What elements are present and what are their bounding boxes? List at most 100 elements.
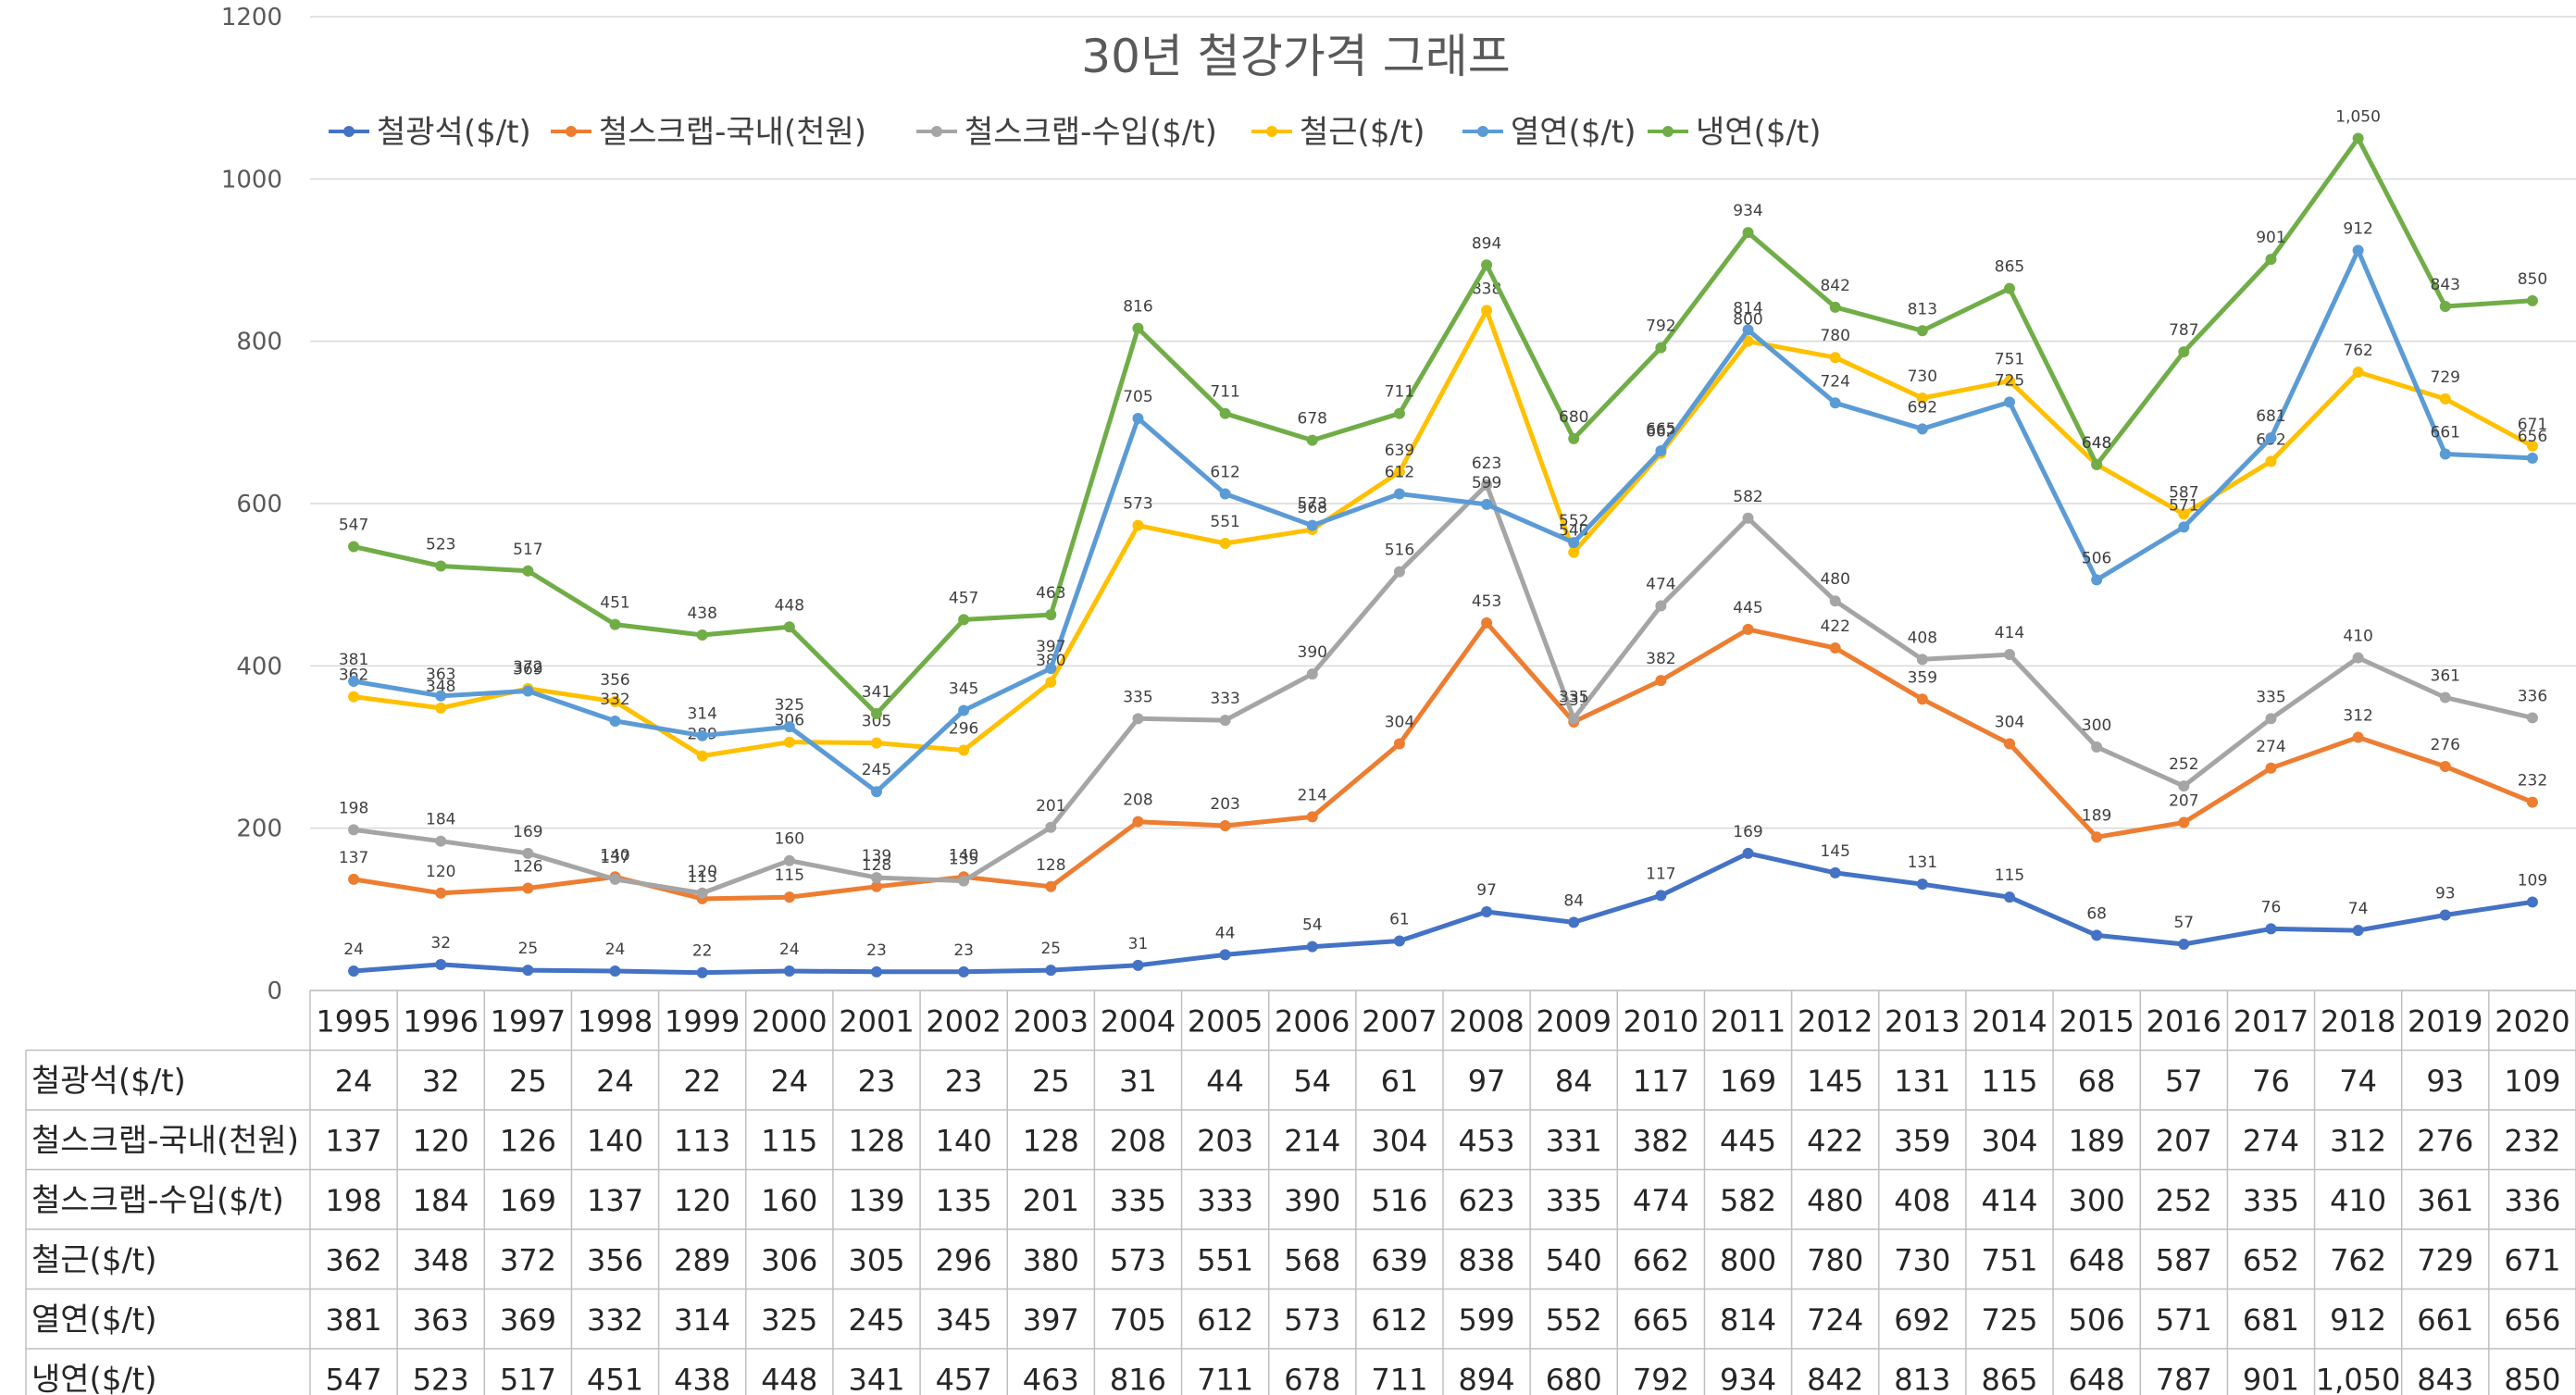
legend-item[interactable]: 철스크랩-국내(천원) xyxy=(551,114,866,151)
data-point xyxy=(2526,796,2538,808)
x-tick-label: 1995 xyxy=(316,1003,391,1039)
data-label: 359 xyxy=(1908,668,1937,687)
x-tick-label: 1998 xyxy=(578,1003,653,1039)
table-cell: 335 xyxy=(1110,1183,1166,1218)
data-label: 332 xyxy=(600,691,629,709)
data-point xyxy=(1568,537,1580,549)
data-label: 97 xyxy=(1476,881,1497,900)
table-cell: 128 xyxy=(1023,1123,1079,1158)
data-label: 93 xyxy=(2435,884,2456,903)
data-point xyxy=(783,736,795,748)
table-cell: 304 xyxy=(1981,1123,2037,1158)
table-cell: 54 xyxy=(1293,1064,1331,1099)
data-label: 894 xyxy=(1472,234,1501,253)
data-point xyxy=(2004,375,2015,387)
data-point xyxy=(1393,488,1405,500)
table-cell: 289 xyxy=(674,1242,730,1277)
table-cell: 838 xyxy=(1459,1242,1515,1277)
data-label: 762 xyxy=(2343,342,2372,360)
legend-label: 철광석($/t) xyxy=(377,114,531,151)
table-cell: 751 xyxy=(1981,1242,2037,1277)
legend-swatch-marker xyxy=(1266,126,1277,137)
data-point xyxy=(2091,831,2103,843)
data-label: 517 xyxy=(513,541,542,559)
data-label: 22 xyxy=(692,942,713,961)
data-point xyxy=(1829,301,1841,313)
table-cell: 68 xyxy=(2078,1064,2116,1099)
series-group: 381 363 369 332 314 325 245 345 397 705 612 573 612 5… xyxy=(339,219,2547,798)
x-tick-label: 2005 xyxy=(1188,1003,1263,1039)
data-label: 665 xyxy=(1646,420,1675,439)
data-point xyxy=(2004,396,2015,408)
table-cell: 901 xyxy=(2243,1362,2299,1395)
table-cell: 1,050 xyxy=(2316,1362,2401,1395)
table-cell: 582 xyxy=(1720,1183,1776,1218)
data-label: 612 xyxy=(1210,463,1239,481)
data-label: 128 xyxy=(862,856,891,875)
data-label: 547 xyxy=(339,516,368,534)
data-label: 120 xyxy=(687,863,716,881)
table-cell: 356 xyxy=(587,1242,643,1277)
legend-item[interactable]: 철광석($/t) xyxy=(329,114,531,151)
legend-item[interactable]: 냉연($/t) xyxy=(1648,114,1822,151)
data-point xyxy=(958,744,970,756)
data-point xyxy=(2004,891,2015,903)
table-cell: 787 xyxy=(2156,1362,2212,1395)
data-label: 314 xyxy=(687,705,716,724)
data-label: 333 xyxy=(1210,690,1239,708)
data-point xyxy=(1916,693,1928,705)
table-cell: 934 xyxy=(1720,1362,1776,1395)
data-label: 120 xyxy=(426,863,455,881)
legend[interactable]: 철광석($/t) 철스크랩-국내(천원) 철스크랩-수입($/t) 철근($/t) 열연… xyxy=(329,114,1822,151)
table-cell: 865 xyxy=(1981,1362,2037,1395)
legend-item[interactable]: 열연($/t) xyxy=(1462,114,1636,151)
legend-swatch-marker xyxy=(931,126,942,137)
data-label: 335 xyxy=(1123,688,1152,706)
table-cell: 128 xyxy=(848,1123,904,1158)
data-label: 410 xyxy=(2343,628,2372,646)
x-tick-label: 2008 xyxy=(1449,1003,1524,1039)
data-label: 671 xyxy=(2518,416,2547,434)
data-label: 201 xyxy=(1036,797,1065,816)
legend-item[interactable]: 철스크랩-수입($/t) xyxy=(916,114,1217,151)
data-label: 445 xyxy=(1733,599,1762,617)
data-label: 274 xyxy=(2256,738,2285,756)
data-point xyxy=(2526,896,2538,908)
x-tick-label: 2019 xyxy=(2408,1003,2483,1039)
data-point xyxy=(783,965,795,977)
data-label: 506 xyxy=(2082,549,2111,567)
table-cell: 296 xyxy=(936,1242,992,1277)
table-cell: 126 xyxy=(500,1123,556,1158)
data-point xyxy=(1393,738,1405,750)
data-label: 356 xyxy=(600,671,629,690)
data-label: 113 xyxy=(687,868,716,887)
data-point xyxy=(522,685,534,697)
series-group: 24 32 25 24 22 24 23 23 25 31 44 54 61 97 84 117 169 145 1… xyxy=(343,823,2547,978)
x-tick-label: 2010 xyxy=(1624,1003,1699,1039)
data-label: 169 xyxy=(1733,823,1762,841)
data-label: 573 xyxy=(1298,495,1327,514)
data-point xyxy=(522,565,534,577)
legend-item[interactable]: 철근($/t) xyxy=(1251,114,1425,151)
data-point xyxy=(2439,392,2451,405)
data-label: 140 xyxy=(600,846,629,865)
data-label: 1,050 xyxy=(2335,108,2381,127)
x-tick-label: 1999 xyxy=(665,1003,740,1039)
data-point xyxy=(1829,595,1841,607)
table-cell: 189 xyxy=(2069,1123,2125,1158)
y-axis-ticks: 0 200 400 600 800 1000 1200 xyxy=(221,4,282,1005)
data-point xyxy=(1393,407,1405,419)
data-point xyxy=(609,965,621,977)
legend-swatch-marker xyxy=(343,126,355,137)
table-cell: 201 xyxy=(1023,1183,1079,1218)
table-cell: 547 xyxy=(326,1362,382,1395)
data-label: 208 xyxy=(1123,791,1152,810)
table-cell: 612 xyxy=(1197,1302,1253,1338)
data-point xyxy=(2091,574,2103,586)
data-point xyxy=(2352,244,2364,256)
data-point xyxy=(1481,479,1493,491)
data-label: 724 xyxy=(1820,372,1849,391)
data-label: 599 xyxy=(1472,474,1501,492)
data-point xyxy=(348,691,360,703)
data-label: 451 xyxy=(600,594,629,613)
